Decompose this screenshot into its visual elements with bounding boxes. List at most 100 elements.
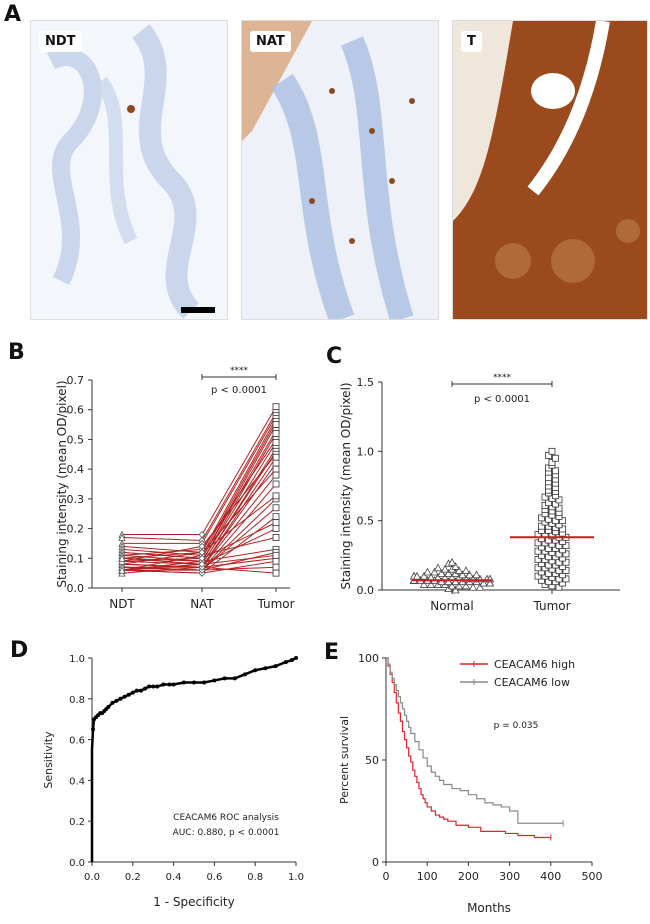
tumor-point <box>559 517 566 525</box>
x-tick-label: 0.6 <box>206 872 222 883</box>
micrograph-nat-texture <box>242 21 438 319</box>
tumor-point <box>272 534 280 541</box>
y-tick-label: 0.2 <box>67 523 85 536</box>
tumor-point <box>545 578 552 586</box>
normal-point <box>419 580 429 588</box>
km-curve-low <box>386 657 564 824</box>
tumor-point <box>562 575 570 583</box>
tumor-point <box>272 504 280 512</box>
tumor-point <box>548 574 556 581</box>
tumor-point <box>555 542 563 550</box>
tumor-point <box>555 504 563 512</box>
roc-point <box>294 656 298 660</box>
scale-bar <box>181 307 215 313</box>
nat-point <box>198 548 206 556</box>
roc-point <box>118 696 123 701</box>
tumor-point <box>559 571 566 579</box>
tumor-point <box>538 568 545 576</box>
tumor-point <box>552 500 559 508</box>
micrograph-ndt: NDT <box>30 20 228 320</box>
significance-stars: **** <box>493 373 512 383</box>
roc-point <box>155 684 160 689</box>
tumor-point <box>272 403 280 411</box>
tumor-point <box>559 563 566 570</box>
p-value-label: p = 0.035 <box>494 721 539 731</box>
x-tick-label: 0.4 <box>166 872 182 883</box>
x-tick-label: Normal <box>430 599 473 613</box>
tumor-point <box>548 447 556 455</box>
roc-point <box>222 676 227 681</box>
normal-point <box>451 577 460 586</box>
y-axis-label: Percent survival <box>338 716 351 804</box>
tumor-point <box>545 499 552 507</box>
roc-annotation-auc: AUC: 0.880, p < 0.0001 <box>173 828 280 838</box>
tumor-point <box>272 459 280 467</box>
tumor-point <box>545 553 552 561</box>
normal-point <box>454 581 464 590</box>
tumor-point <box>272 513 280 521</box>
tumor-point <box>552 517 559 525</box>
tumor-point <box>272 569 280 577</box>
y-tick-label: 0.5 <box>357 515 375 528</box>
nat-point <box>198 560 206 568</box>
roc-point <box>167 682 172 687</box>
normal-point <box>447 581 457 590</box>
normal-point <box>458 570 467 579</box>
normal-point <box>475 582 485 591</box>
tumor-point <box>555 583 563 591</box>
roc-point <box>151 684 156 689</box>
micrograph-ndt-texture <box>31 21 227 319</box>
tumor-point <box>555 567 563 574</box>
tumor-point <box>548 459 556 466</box>
tumor-point <box>272 421 280 428</box>
micrograph-nat: NAT <box>241 20 439 320</box>
tumor-point <box>538 543 545 551</box>
tumor-point <box>534 564 542 572</box>
x-tick-label: Tumor <box>532 599 570 613</box>
significance-stars: **** <box>230 366 249 376</box>
tumor-point <box>555 575 563 583</box>
tumor-point <box>534 539 542 547</box>
normal-point <box>472 570 481 579</box>
y-tick-label: 50 <box>365 754 379 767</box>
tumor-point <box>545 561 552 569</box>
km-curve-high <box>386 657 551 839</box>
normal-point <box>485 578 495 587</box>
normal-point <box>444 577 453 586</box>
roc-point <box>91 727 96 732</box>
tumor-point <box>272 492 280 500</box>
tumor-point <box>272 439 280 446</box>
panel-letter-a: A <box>4 2 22 27</box>
roc-point <box>122 694 127 699</box>
tumor-point <box>562 550 570 558</box>
tumor-point <box>538 576 545 584</box>
panel-letter-e: E <box>324 640 340 665</box>
tumor-point <box>555 550 563 558</box>
roc-point <box>192 680 196 685</box>
roc-point <box>283 660 288 665</box>
x-tick-label: 0.2 <box>125 872 141 883</box>
roc-point <box>289 658 294 663</box>
tumor-point <box>541 493 549 501</box>
normal-point <box>444 569 453 577</box>
normal-point <box>451 585 460 594</box>
tumor-point <box>548 549 556 556</box>
legend-label: CEACAM6 low <box>494 676 570 689</box>
x-tick-label: 0.0 <box>84 872 100 883</box>
tumor-point <box>534 556 542 563</box>
micrograph-label-ndt: NDT <box>39 31 82 52</box>
normal-point <box>451 562 460 570</box>
y-tick-label: 0.1 <box>67 552 85 565</box>
roc-point <box>161 682 166 687</box>
roc-annotation-title: CEACAM6 ROC analysis <box>173 813 279 823</box>
x-tick-label: NDT <box>109 597 135 611</box>
tumor-point <box>548 540 556 548</box>
roc-point <box>232 676 237 681</box>
tumor-point <box>272 480 280 488</box>
panel-letter-b: B <box>8 340 25 365</box>
normal-point <box>426 580 436 588</box>
chart-c-scatter: 0.0 0.5 1.0 1.5 Normal Tumor Staining intensit… <box>339 373 620 613</box>
normal-point <box>454 566 464 574</box>
tumor-point <box>272 453 280 461</box>
micrograph-tumor-texture <box>453 21 647 319</box>
